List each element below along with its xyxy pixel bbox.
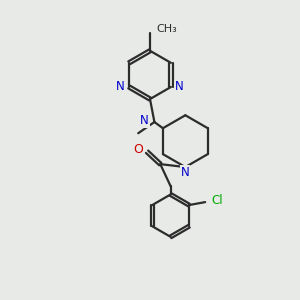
Text: CH₃: CH₃ — [156, 24, 177, 34]
Text: O: O — [134, 143, 143, 156]
Text: Cl: Cl — [212, 194, 223, 207]
Text: N: N — [175, 80, 184, 94]
Text: N: N — [116, 80, 125, 94]
Text: N: N — [140, 114, 149, 127]
Text: N: N — [181, 166, 190, 179]
